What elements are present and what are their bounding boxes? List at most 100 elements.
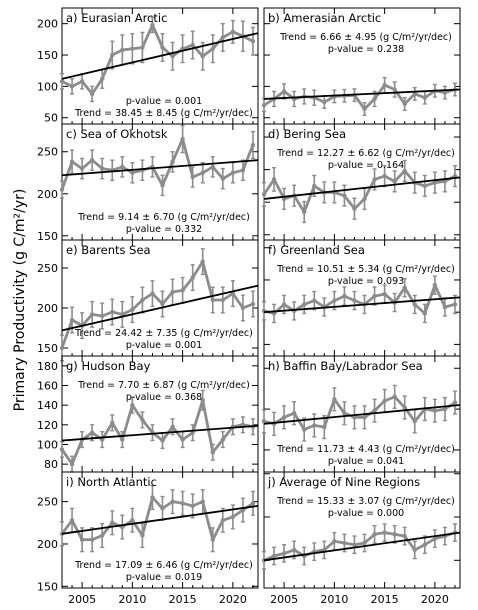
- data-point: [160, 506, 165, 511]
- data-point: [89, 157, 95, 163]
- annotation-line: p-value = 0.332: [126, 224, 202, 235]
- y-tick-label: 250: [37, 262, 58, 275]
- annotation-line: Trend = 24.42 ± 7.35 (g C/m²/yr/dec): [74, 328, 253, 339]
- data-point: [382, 291, 387, 297]
- data-point: [170, 159, 175, 165]
- data-point: [250, 301, 256, 307]
- trend-line: [263, 296, 461, 314]
- data-point: [210, 297, 215, 303]
- data-point: [332, 539, 337, 544]
- data-point: [382, 173, 387, 179]
- data-point: [160, 183, 165, 188]
- panel-frame: [263, 471, 461, 589]
- panel-1: b) Amerasian Arctic Trend = 6.66 ± 4.95 (…: [261, 7, 461, 125]
- y-tick-label: 250: [37, 496, 58, 509]
- x-tick-label: 2020: [219, 593, 247, 606]
- data-point: [240, 422, 246, 428]
- annotation-line: p-value = 0.041: [328, 456, 404, 467]
- data-point: [160, 438, 165, 443]
- data-point: [332, 397, 337, 402]
- data-point: [442, 304, 448, 310]
- data-point: [100, 533, 105, 538]
- trend-line: [61, 424, 259, 442]
- x-tick-label: 2005: [270, 593, 298, 606]
- data-point: [100, 166, 105, 171]
- data-point: [271, 553, 277, 559]
- y-tick-label: 160: [37, 379, 58, 392]
- data-point: [200, 170, 205, 175]
- data-point: [442, 90, 448, 95]
- data-point: [312, 183, 317, 189]
- data-point: [240, 305, 246, 311]
- data-point: [130, 307, 135, 312]
- x-tick-label: 2010: [118, 593, 146, 606]
- data-point: [200, 398, 205, 403]
- data-point: [110, 309, 115, 315]
- trend-line: [263, 88, 461, 100]
- annotation-line: p-value = 0.164: [328, 160, 404, 171]
- trend-line: [61, 32, 259, 80]
- data-point: [170, 424, 175, 429]
- data-point: [59, 79, 65, 84]
- data-point: [110, 420, 115, 426]
- y-tick-label: 150: [37, 580, 58, 593]
- data-point: [69, 84, 75, 89]
- data-point: [79, 166, 85, 171]
- data-point: [250, 142, 256, 148]
- annotation-line: p-value = 0.019: [126, 572, 202, 583]
- data-point: [89, 430, 95, 435]
- data-point: [100, 313, 105, 319]
- data-point: [372, 532, 377, 537]
- data-point: [342, 193, 347, 198]
- data-point: [140, 297, 145, 303]
- data-point: [89, 537, 95, 542]
- data-point: [210, 537, 215, 542]
- data-point: [89, 312, 95, 317]
- y-tick-label: 200: [37, 302, 58, 315]
- data-point: [150, 22, 155, 28]
- data-point: [110, 520, 115, 526]
- data-point: [190, 275, 195, 280]
- data-point: [291, 547, 297, 553]
- y-tick-label: 50: [44, 112, 58, 125]
- panel-title: j) Average of Nine Regions: [267, 475, 420, 489]
- y-tick-label: 120: [37, 419, 58, 432]
- data-point: [352, 542, 357, 547]
- data-point: [180, 288, 185, 293]
- data-point: [281, 415, 287, 420]
- data-point: [342, 410, 347, 416]
- trend-line: [263, 404, 461, 425]
- data-point: [281, 89, 287, 94]
- data-point: [180, 437, 185, 442]
- data-point: [230, 170, 236, 175]
- data-point: [69, 159, 75, 165]
- panel-7: h) Baffin Bay/Labrador Sea Trend = 11.73 …: [261, 355, 461, 473]
- annotation-line: Trend = 17.09 ± 6.46 (g C/m²/yr/dec): [74, 560, 253, 571]
- data-point: [452, 302, 458, 307]
- data-point: [382, 82, 387, 88]
- data-point: [372, 96, 377, 102]
- data-point: [59, 345, 65, 351]
- data-point: [220, 176, 226, 181]
- annotation-line: p-value = 0.368: [126, 392, 202, 403]
- data-point: [230, 514, 236, 520]
- annotation-line: p-value = 0.001: [126, 96, 202, 107]
- y-tick-label: 200: [37, 18, 58, 31]
- series-line: [263, 395, 456, 431]
- panel-6: 80 100 120 140 160 180 g) Hudson Bay Trend = 7.…: [37, 355, 259, 473]
- panel-8: 150 200 250 2005 2010 2015 2020 i) North Atlant…: [37, 471, 259, 606]
- annotation-line: Trend = 7.70 ± 6.87 (g C/m²/yr/dec): [77, 380, 250, 391]
- y-tick-label: 100: [37, 80, 58, 93]
- panel-3: d) Bering Sea Trend = 12.27 ± 6.62 (g C/m…: [261, 123, 461, 241]
- panel-9: 2005 2010 2015 2020 j) Average of Nine Regio…: [261, 471, 461, 606]
- data-point: [382, 398, 387, 404]
- data-point: [362, 196, 367, 202]
- data-point: [140, 45, 145, 50]
- data-point: [442, 179, 448, 184]
- data-point: [120, 47, 125, 53]
- data-point: [322, 424, 327, 430]
- data-point: [261, 102, 267, 108]
- data-point: [140, 417, 145, 423]
- data-point: [130, 170, 135, 175]
- data-point: [422, 183, 428, 189]
